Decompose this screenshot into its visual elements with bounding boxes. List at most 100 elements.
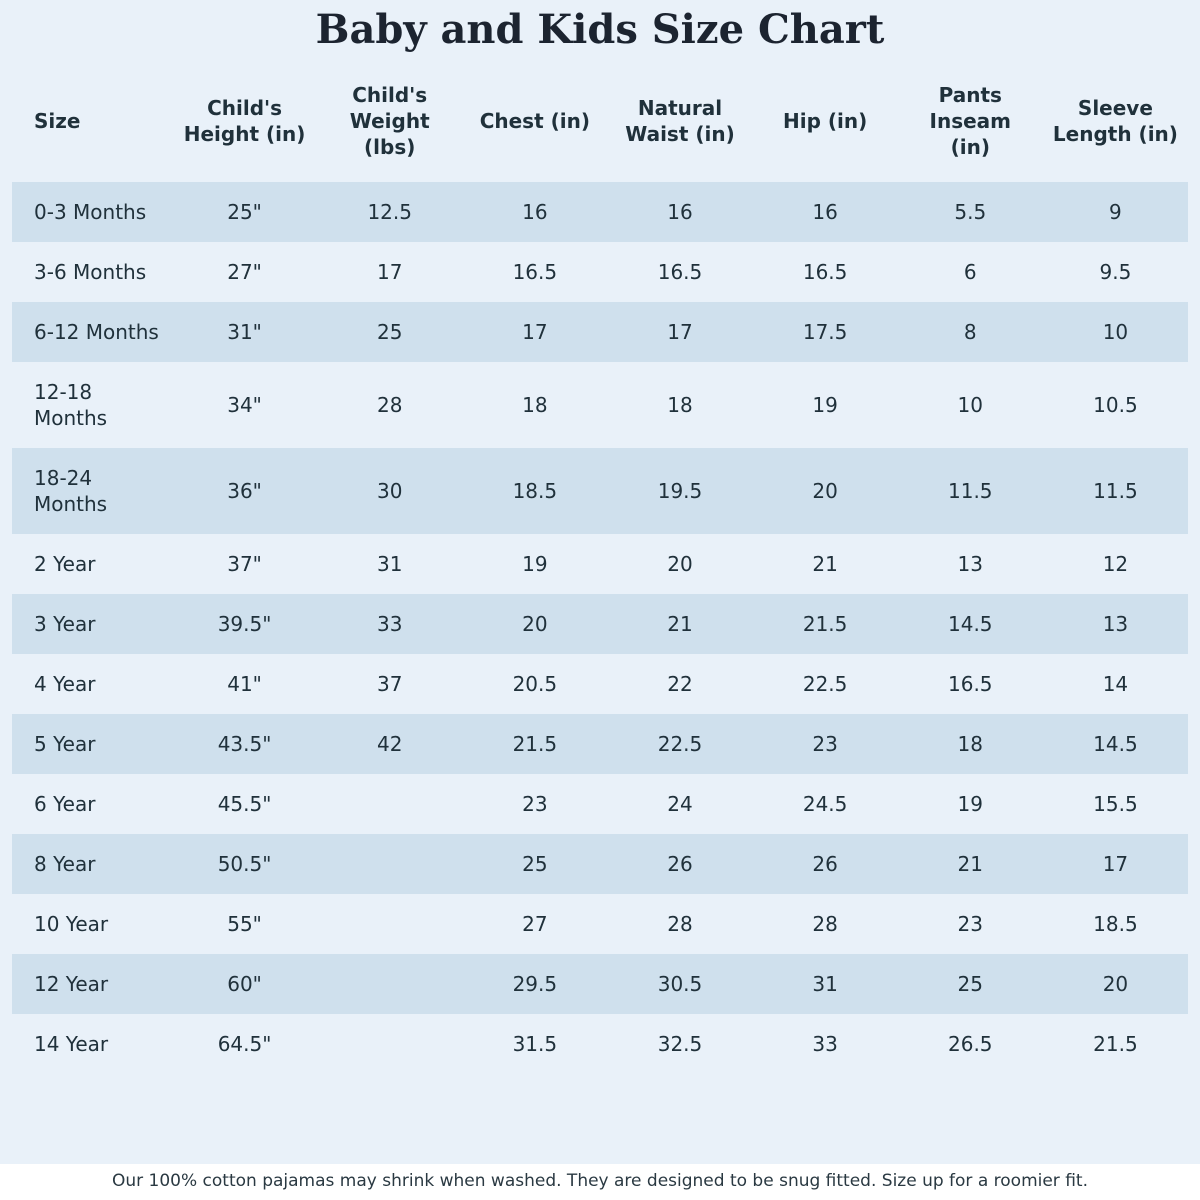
- footer-note: Our 100% cotton pajamas may shrink when …: [0, 1164, 1200, 1200]
- header-cell: Sleeve Length (in): [1052, 96, 1178, 146]
- header-cell: Child's Weight (lbs): [349, 83, 430, 159]
- value-cell: 17: [1102, 852, 1129, 876]
- value-cell: 25": [227, 200, 262, 224]
- value-cell: 18.5: [512, 479, 558, 503]
- value-cell: 20: [1102, 972, 1129, 996]
- table-row: 6-12 Months 31" 25 17 17 17.5 8 10: [12, 302, 1188, 362]
- value-cell: 16.5: [948, 672, 993, 696]
- size-cell: 6-12 Months: [34, 320, 159, 344]
- size-cell: 4 Year: [34, 672, 96, 696]
- value-cell: 16: [667, 200, 693, 224]
- value-cell: 14: [1102, 672, 1129, 696]
- value-cell: 19: [812, 393, 838, 417]
- size-cell: 5 Year: [34, 732, 96, 756]
- value-cell: 23: [812, 732, 838, 756]
- value-cell: 23: [957, 912, 983, 936]
- table-row: 3-6 Months 27" 17 16.5 16.5 16.5 6 9.5: [12, 242, 1188, 302]
- value-cell: 14.5: [948, 612, 993, 636]
- value-cell: 17.5: [802, 320, 848, 344]
- table-row: 12-18 Months 34" 28 18 18 19 10 10.5: [12, 362, 1188, 448]
- size-cell: 3 Year: [34, 612, 96, 636]
- value-cell: 21.5: [802, 612, 848, 636]
- value-cell: 26: [667, 852, 693, 876]
- value-cell: 37: [376, 672, 403, 696]
- value-cell: 18.5: [1093, 912, 1138, 936]
- header-cell: Pants Inseam (in): [929, 83, 1012, 159]
- value-cell: 22.5: [802, 672, 848, 696]
- header-row: Size Child's Height (in) Child's Weight (l…: [12, 68, 1188, 182]
- value-cell: 41": [227, 672, 262, 696]
- value-cell: 26.5: [948, 1032, 993, 1056]
- value-cell: 21: [957, 852, 983, 876]
- value-cell: 16: [812, 200, 838, 224]
- value-cell: 21: [667, 612, 693, 636]
- table-row: 14 Year 64.5" 31.5 32.5 33 26.5 21.5: [12, 1014, 1188, 1074]
- value-cell: 16.5: [657, 260, 703, 284]
- value-cell: 20: [667, 552, 693, 576]
- value-cell: 50.5": [217, 852, 272, 876]
- table-row: 0-3 Months 25" 12.5 16 16 16 5.5 9: [12, 182, 1188, 242]
- value-cell: 13: [1102, 612, 1129, 636]
- value-cell: 28: [667, 912, 693, 936]
- value-cell: 31: [376, 552, 403, 576]
- table-body: 0-3 Months 25" 12.5 16 16 16 5.5 9 3-6 Months 27"…: [12, 182, 1188, 1074]
- value-cell: 6: [963, 260, 977, 284]
- size-cell: 0-3 Months: [34, 200, 147, 224]
- size-cell: 3-6 Months: [34, 260, 147, 284]
- value-cell: 10.5: [1093, 393, 1138, 417]
- value-cell: 30.5: [657, 972, 703, 996]
- value-cell: 17: [376, 260, 403, 284]
- table-header: Size Child's Height (in) Child's Weight (l…: [12, 68, 1188, 182]
- value-cell: 28: [812, 912, 838, 936]
- value-cell: 25: [522, 852, 548, 876]
- size-cell: 2 Year: [34, 552, 96, 576]
- value-cell: 20: [812, 479, 838, 503]
- value-cell: 11.5: [948, 479, 993, 503]
- header-cell-size: Size: [34, 109, 81, 133]
- value-cell: 5.5: [954, 200, 987, 224]
- value-cell: 36": [227, 479, 262, 503]
- value-cell: 19: [522, 552, 548, 576]
- value-cell: 18: [957, 732, 983, 756]
- value-cell: 23: [522, 792, 548, 816]
- size-chart-table: Size Child's Height (in) Child's Weight (l…: [12, 68, 1188, 1074]
- value-cell: 15.5: [1093, 792, 1138, 816]
- value-cell: 39.5": [217, 612, 272, 636]
- value-cell: [317, 954, 462, 1014]
- value-cell: 16.5: [512, 260, 558, 284]
- header-cell: Natural Waist (in): [625, 96, 735, 146]
- value-cell: 60": [227, 972, 262, 996]
- value-cell: 45.5": [217, 792, 272, 816]
- value-cell: 12.5: [367, 200, 412, 224]
- value-cell: 21.5: [1093, 1032, 1138, 1056]
- size-cell: 6 Year: [34, 792, 96, 816]
- size-cell: 18-24 Months: [34, 466, 108, 516]
- value-cell: 20: [522, 612, 548, 636]
- value-cell: 18: [522, 393, 548, 417]
- value-cell: 33: [376, 612, 403, 636]
- value-cell: 31": [227, 320, 262, 344]
- size-cell: 10 Year: [34, 912, 109, 936]
- value-cell: 37": [227, 552, 262, 576]
- value-cell: 34": [227, 393, 262, 417]
- value-cell: 19.5: [657, 479, 703, 503]
- value-cell: 14.5: [1093, 732, 1138, 756]
- value-cell: 11.5: [1093, 479, 1138, 503]
- value-cell: 64.5": [217, 1032, 272, 1056]
- value-cell: 24: [667, 792, 693, 816]
- table-row: 6 Year 45.5" 23 24 24.5 19 15.5: [12, 774, 1188, 834]
- value-cell: 32.5: [657, 1032, 703, 1056]
- value-cell: 13: [957, 552, 983, 576]
- size-cell: 14 Year: [34, 1032, 109, 1056]
- value-cell: 9.5: [1099, 260, 1132, 284]
- value-cell: 12: [1102, 552, 1129, 576]
- size-cell: 12 Year: [34, 972, 109, 996]
- value-cell: 27: [522, 912, 548, 936]
- value-cell: 19: [957, 792, 983, 816]
- value-cell: 10: [1102, 320, 1129, 344]
- value-cell: 18: [667, 393, 693, 417]
- table-row: 5 Year 43.5" 42 21.5 22.5 23 18 14.5: [12, 714, 1188, 774]
- header-cell: Hip (in): [783, 109, 868, 133]
- value-cell: 30: [376, 479, 403, 503]
- value-cell: 9: [1109, 200, 1122, 224]
